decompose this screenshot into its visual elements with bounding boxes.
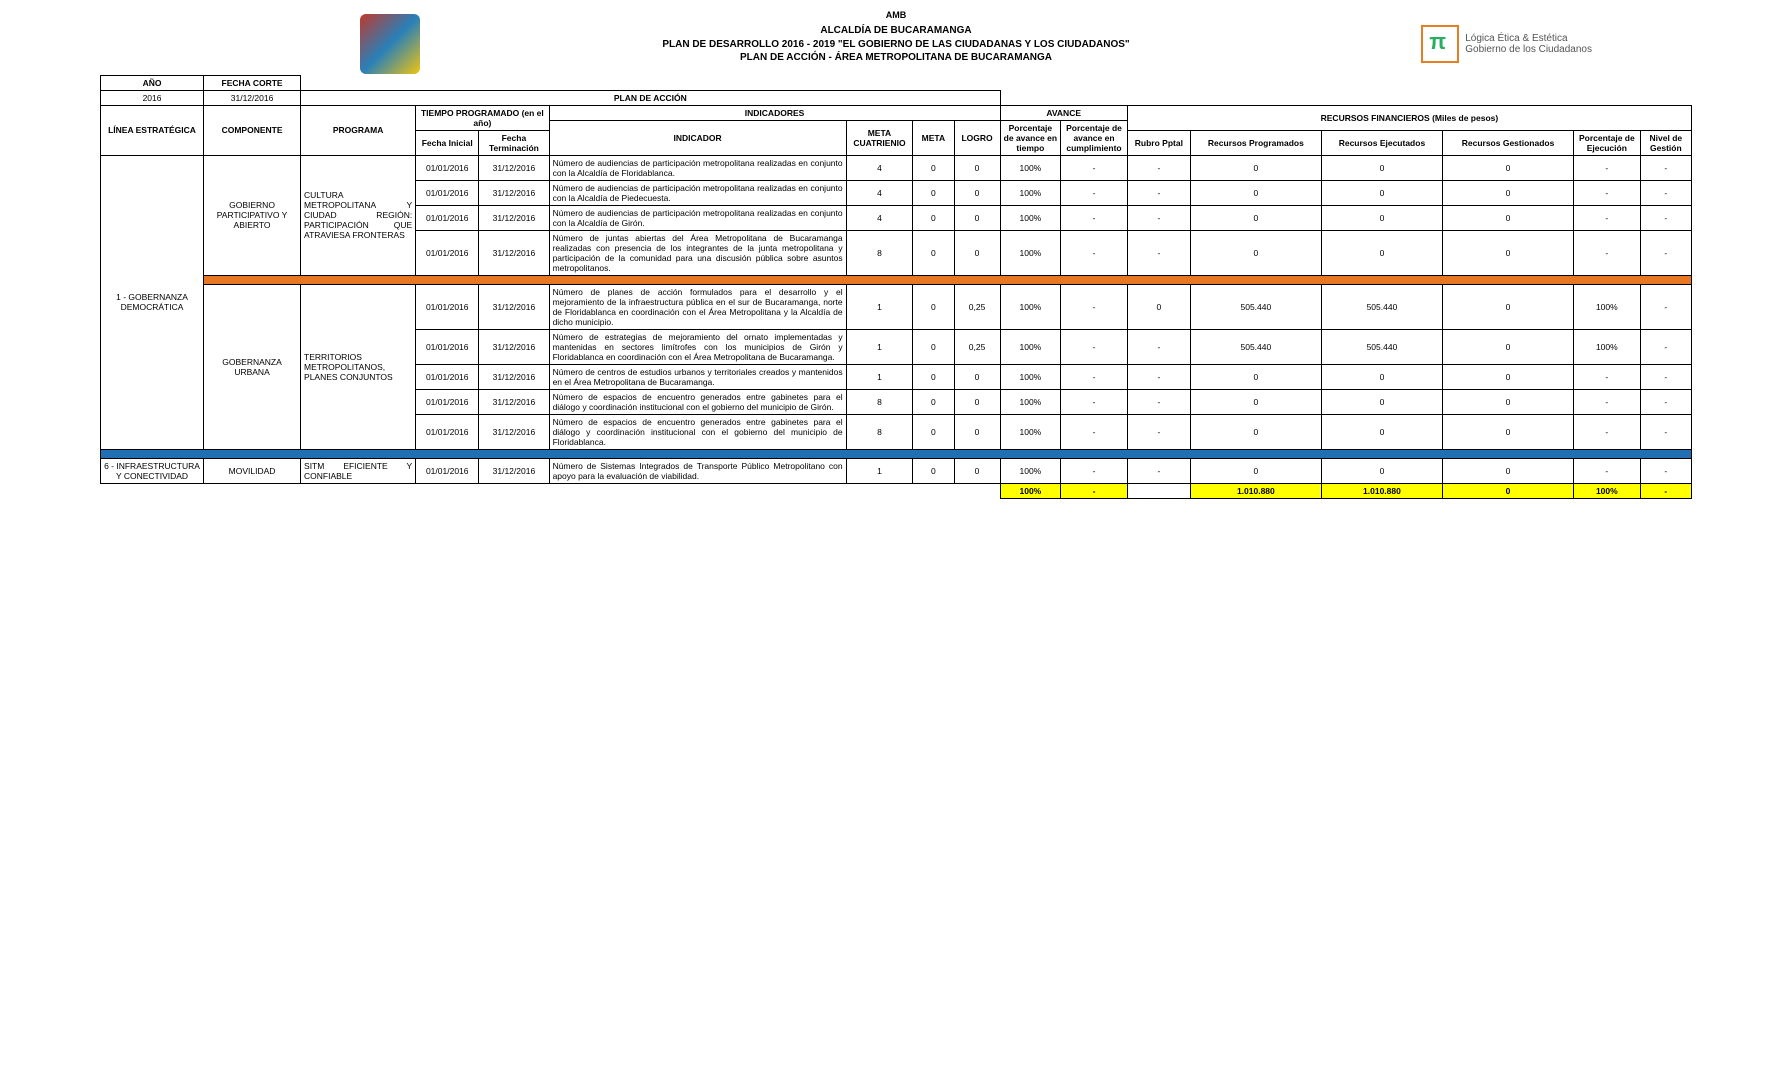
- plan-table: AÑO FECHA CORTE 2016 31/12/2016 PLAN DE …: [100, 75, 1692, 499]
- table-row: 6 - INFRAESTRUCTURA Y CONECTIVIDAD MOVIL…: [101, 458, 1692, 483]
- h-pej: Porcentaje de Ejecución: [1574, 130, 1641, 155]
- h-ind: INDICADOR: [549, 120, 846, 155]
- comp-2: GOBERNANZA URBANA: [204, 284, 301, 449]
- h-fi: Fecha Inicial: [416, 130, 479, 155]
- title-l1: ALCALDÍA DE BUCARAMANGA: [662, 24, 1129, 38]
- h-metac: META CUATRIENIO: [846, 120, 913, 155]
- sep-blue: [101, 449, 1692, 458]
- amb-label: AMB: [100, 10, 1692, 20]
- h-comp: COMPONENTE: [204, 105, 301, 155]
- prog-3: SITM EFICIENTE Y CONFIABLE: [301, 458, 416, 483]
- h-ano: AÑO: [101, 75, 204, 90]
- h-rges: Recursos Gestionados: [1443, 130, 1574, 155]
- prog-2: TERRITORIOS METROPOLITANOS, PLANES CONJU…: [301, 284, 416, 449]
- h-avance: AVANCE: [1000, 105, 1127, 120]
- h-indics: INDICADORES: [549, 105, 1000, 120]
- h-ng: Nivel de Gestión: [1640, 130, 1691, 155]
- h-rprog: Recursos Programados: [1190, 130, 1321, 155]
- h-tprog: TIEMPO PROGRAMADO (en el año): [416, 105, 549, 130]
- h-meta: META: [913, 120, 954, 155]
- h-recfin: RECURSOS FINANCIEROS (Miles de pesos): [1127, 105, 1691, 130]
- h-pac: Porcentaje de avance en cumplimiento: [1061, 120, 1128, 155]
- slogan-2: Gobierno de los Ciudadanos: [1465, 44, 1592, 56]
- shield-logo-icon: [360, 14, 420, 74]
- title-block: ALCALDÍA DE BUCARAMANGA PLAN DE DESARROL…: [662, 24, 1129, 65]
- h-pav: Porcentaje de avance en tiempo: [1000, 120, 1061, 155]
- comp-1: GOBIERNO PARTICIPATIVO Y ABIERTO: [204, 155, 301, 275]
- comp-3: MOVILIDAD: [204, 458, 301, 483]
- table-row: 1 - GOBERNANZA DEMOCRÁTICA GOBIERNO PART…: [101, 155, 1692, 180]
- h-rp: Rubro Pptal: [1127, 130, 1190, 155]
- prog-1: CULTURA METROPOLITANA Y CIUDAD REGIÓN: P…: [301, 155, 416, 275]
- title-l2: PLAN DE DESARROLLO 2016 - 2019 "EL GOBIE…: [662, 38, 1129, 52]
- v-fc: 31/12/2016: [204, 90, 301, 105]
- slogan-block: Lógica Ética & Estética Gobierno de los …: [1421, 25, 1592, 63]
- h-logro: LOGRO: [954, 120, 1000, 155]
- table-row: GOBERNANZA URBANA TERRITORIOS METROPOLIT…: [101, 284, 1692, 329]
- linea-2: 6 - INFRAESTRUCTURA Y CONECTIVIDAD: [101, 458, 204, 483]
- h-rej: Recursos Ejecutados: [1321, 130, 1442, 155]
- title-l3: PLAN DE ACCIÓN - ÁREA METROPOLITANA DE B…: [662, 51, 1129, 65]
- h-fc: FECHA CORTE: [204, 75, 301, 90]
- totals-row: 100% - 1.010.880 1.010.880 0 100% -: [101, 483, 1692, 498]
- h-prog: PROGRAMA: [301, 105, 416, 155]
- linea-1: 1 - GOBERNANZA DEMOCRÁTICA: [101, 155, 204, 449]
- v-ano: 2016: [101, 90, 204, 105]
- slogan-1: Lógica Ética & Estética: [1465, 33, 1592, 45]
- h-plan: PLAN DE ACCIÓN: [301, 90, 1001, 105]
- sep-orange: [101, 275, 1692, 284]
- pi-logo-icon: [1421, 25, 1459, 63]
- h-linea: LÍNEA ESTRATÉGICA: [101, 105, 204, 155]
- doc-header: ALCALDÍA DE BUCARAMANGA PLAN DE DESARROL…: [100, 24, 1692, 65]
- h-ft: Fecha Terminación: [479, 130, 549, 155]
